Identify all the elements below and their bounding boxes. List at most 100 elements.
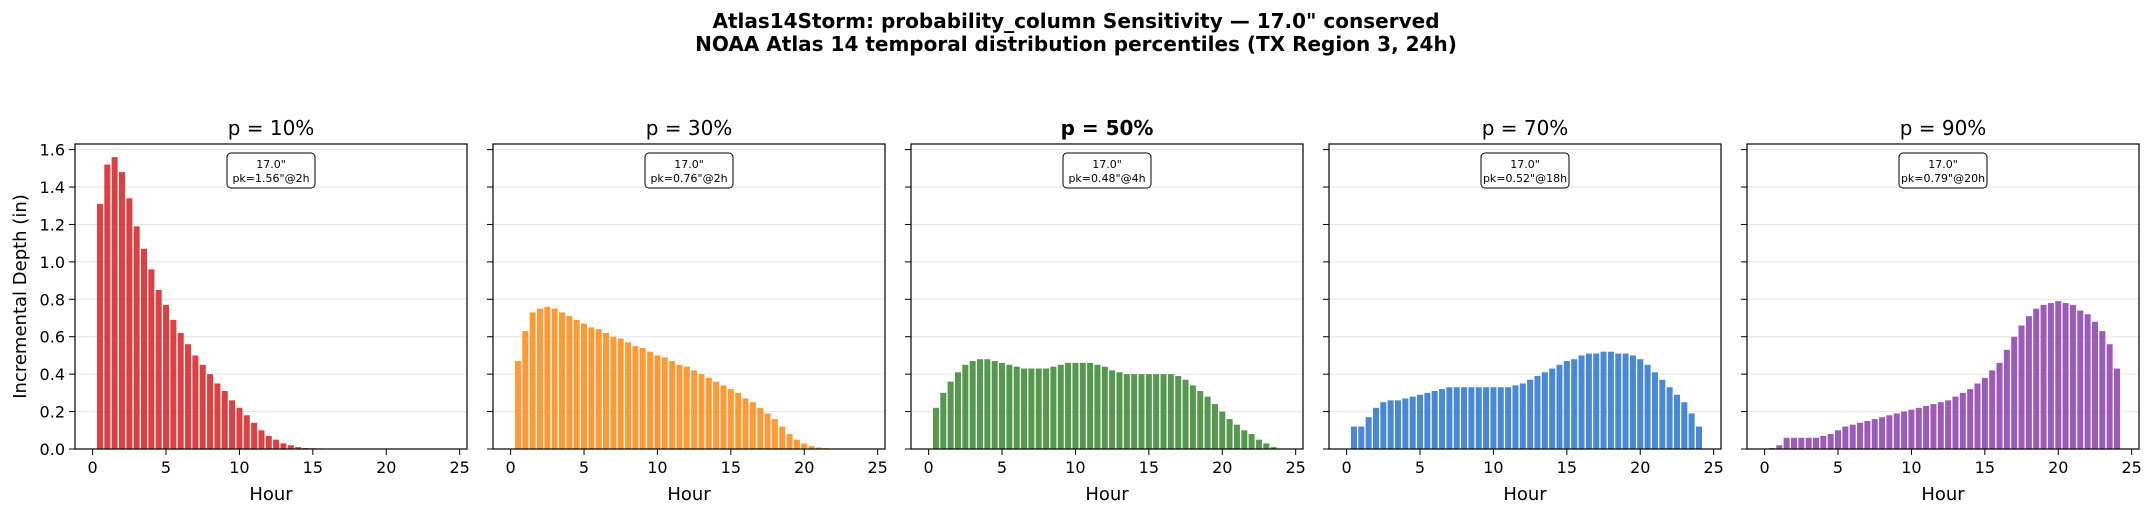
bar <box>1453 387 1460 449</box>
bar <box>251 422 258 449</box>
bar <box>1233 424 1240 449</box>
bar <box>749 402 756 449</box>
bar <box>1263 443 1270 449</box>
bar <box>786 434 793 449</box>
bar <box>1182 379 1189 449</box>
bar <box>1644 364 1651 449</box>
bar <box>976 359 984 449</box>
bar <box>2091 321 2098 449</box>
bar <box>617 338 624 449</box>
panel-title: p = 90% <box>1900 116 1987 140</box>
bar <box>1028 368 1035 449</box>
plot-frame <box>1328 143 1722 450</box>
x-tick-label: 10 <box>229 458 249 477</box>
bar <box>1006 364 1013 449</box>
bar <box>962 364 969 449</box>
bar <box>1065 362 1072 449</box>
x-tick-label: 25 <box>1285 458 1305 477</box>
y-tick-label: 0.4 <box>40 365 65 384</box>
bar <box>273 439 280 449</box>
bar <box>522 331 529 449</box>
x-tick-label: 20 <box>1212 458 1232 477</box>
panel-title: p = 70% <box>1482 116 1569 140</box>
bar <box>1629 355 1636 449</box>
bar <box>801 443 808 449</box>
bar <box>207 374 214 449</box>
bar <box>625 342 632 449</box>
bar <box>170 319 177 449</box>
bar <box>1783 437 1790 449</box>
panel-title: p = 30% <box>646 116 733 140</box>
bar <box>96 203 103 449</box>
bar <box>757 407 764 449</box>
x-axis-label: Hour <box>667 484 711 505</box>
bar <box>727 389 734 449</box>
bar <box>1468 387 1475 449</box>
bar <box>1585 353 1592 449</box>
bar <box>558 312 566 449</box>
bar <box>1593 353 1600 449</box>
bar <box>1189 385 1196 449</box>
bar <box>1681 402 1688 449</box>
bar <box>676 364 683 449</box>
bar <box>551 308 558 449</box>
bar <box>1864 420 1871 449</box>
bar <box>1600 351 1607 449</box>
chart-panel-5: 0 5 10 15 20 25 p = 90% Hour 17.0"pk=0.79"@20h <box>1741 116 2142 505</box>
bar <box>1578 355 1585 449</box>
annotation-total: 17.0" <box>1092 158 1122 171</box>
x-tick-label: 20 <box>1630 458 1650 477</box>
chart-panels: 0 5 10 15 20 25 0.0 0.2 0.4 0.6 0.8 1.0 1.2 1.4 1.6 p =… <box>10 116 2142 505</box>
bar <box>947 381 954 449</box>
bar <box>1534 376 1541 449</box>
bar <box>148 269 155 449</box>
x-axis-label: Hour <box>1503 484 1547 505</box>
bar <box>1901 411 1908 449</box>
bar <box>1930 404 1937 449</box>
x-tick-label: 0 <box>1760 458 1770 477</box>
bar <box>1204 396 1211 449</box>
bar <box>1197 390 1204 449</box>
annotation-peak: pk=0.48"@4h <box>1068 172 1145 185</box>
bar <box>2025 316 2032 449</box>
bar <box>229 400 236 449</box>
bar <box>639 347 646 449</box>
plot-frame <box>910 143 1304 450</box>
bar <box>691 370 698 449</box>
bar <box>1241 430 1248 449</box>
bar <box>1798 437 1805 449</box>
bar <box>1805 437 1812 449</box>
bar <box>1937 402 1944 449</box>
y-tick-label: 0.0 <box>40 440 65 459</box>
y-tick-label: 1.6 <box>40 141 65 160</box>
bar <box>1138 374 1145 449</box>
bar <box>2055 301 2062 449</box>
x-tick-label: 0 <box>1342 458 1352 477</box>
annotation-total: 17.0" <box>1510 158 1540 171</box>
bar <box>2106 344 2113 449</box>
bar <box>1101 366 1108 449</box>
bar <box>742 398 749 449</box>
chart-panel-1: 0 5 10 15 20 25 0.0 0.2 0.4 0.6 0.8 1.0 1.2 1.4 1.6 p =… <box>10 116 470 505</box>
bar <box>1915 407 1922 449</box>
bar <box>735 392 742 449</box>
bar <box>1886 415 1893 449</box>
bar <box>1072 362 1079 449</box>
bar <box>1424 392 1431 449</box>
panel-title: p = 50% <box>1061 116 1154 140</box>
bar <box>1607 351 1614 449</box>
x-tick-label: 20 <box>2048 458 2068 477</box>
bar <box>295 447 302 449</box>
bar <box>221 390 228 449</box>
bar <box>1087 362 1094 449</box>
annotation-peak: pk=0.52"@18h <box>1483 172 1567 185</box>
x-axis-label: Hour <box>249 484 293 505</box>
bar <box>1372 407 1379 449</box>
bar <box>163 304 170 449</box>
bar <box>1123 374 1130 449</box>
bar <box>118 172 125 449</box>
bar <box>815 447 822 449</box>
x-tick-label: 15 <box>303 458 323 477</box>
bar <box>265 435 272 449</box>
annotation-box <box>1898 152 1988 189</box>
